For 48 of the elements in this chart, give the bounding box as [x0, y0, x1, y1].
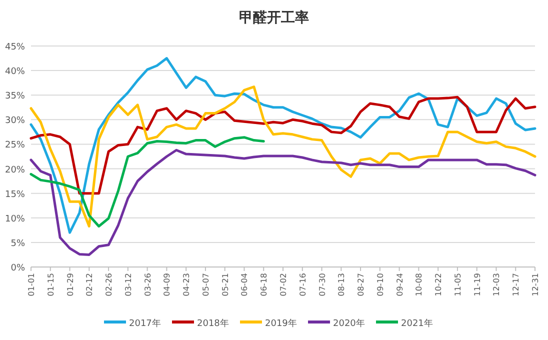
- line-series: [30, 136, 265, 228]
- x-tick-label: 04-09: [162, 273, 172, 296]
- x-tick-label: 01-01: [27, 273, 36, 296]
- y-tick-label: 30%: [4, 116, 26, 126]
- legend-label: 2021年: [401, 318, 433, 329]
- x-tick-label: 07-16: [298, 273, 308, 296]
- y-tick-label: 5%: [10, 238, 26, 249]
- y-tick-label: 40%: [4, 67, 26, 78]
- x-tick-label: 11-05: [453, 273, 462, 296]
- y-tick-label: 15%: [4, 190, 26, 200]
- x-tick-label: 06-18: [260, 273, 269, 296]
- x-tick-label: 05-21: [220, 273, 230, 296]
- x-tick-label: 07-30: [318, 273, 327, 296]
- chart-title: 甲醛开工率: [239, 9, 309, 26]
- x-tick-label: 04-23: [182, 273, 192, 296]
- legend-label: 2020年: [333, 318, 365, 329]
- line-series: [30, 86, 536, 228]
- x-tick-label: 01-15: [46, 273, 56, 296]
- y-tick-label: 25%: [4, 140, 26, 151]
- x-tick-label: 06-04: [240, 273, 250, 296]
- y-tick-label: 35%: [4, 92, 26, 102]
- x-tick-label: 02-12: [85, 273, 94, 296]
- x-tick-label: 03-12: [124, 273, 133, 296]
- x-tick-label: 08-13: [337, 273, 346, 296]
- x-tick-label: 03-26: [143, 273, 152, 296]
- y-tick-label: 0%: [10, 264, 26, 274]
- line-series: [30, 57, 536, 234]
- line-series: [30, 148, 536, 256]
- x-tick-label: 12-31: [531, 273, 540, 296]
- x-tick-label: 12-17: [512, 273, 521, 296]
- x-tick-label: 05-07: [201, 273, 210, 296]
- legend-label: 2017年: [129, 318, 161, 329]
- x-tick-label: 11-19: [472, 273, 482, 296]
- y-tick-label: 10%: [4, 214, 26, 224]
- x-tick-label: 12-03: [492, 273, 502, 296]
- x-tick-label: 10-08: [414, 273, 424, 296]
- x-tick-label: 09-10: [376, 273, 385, 296]
- y-tick-label: 45%: [4, 42, 26, 52]
- x-tick-label: 09-24: [395, 273, 404, 296]
- line-series: [30, 96, 536, 195]
- x-tick-label: 07-02: [279, 273, 288, 296]
- x-tick-label: 02-26: [104, 273, 114, 296]
- x-tick-label: 10-22: [434, 273, 444, 296]
- x-tick-label: 08-27: [356, 273, 366, 296]
- legend-label: 2019年: [265, 318, 297, 329]
- y-tick-label: 20%: [4, 165, 26, 176]
- x-tick-label: 01-29: [66, 273, 75, 296]
- legend-label: 2018年: [197, 318, 229, 329]
